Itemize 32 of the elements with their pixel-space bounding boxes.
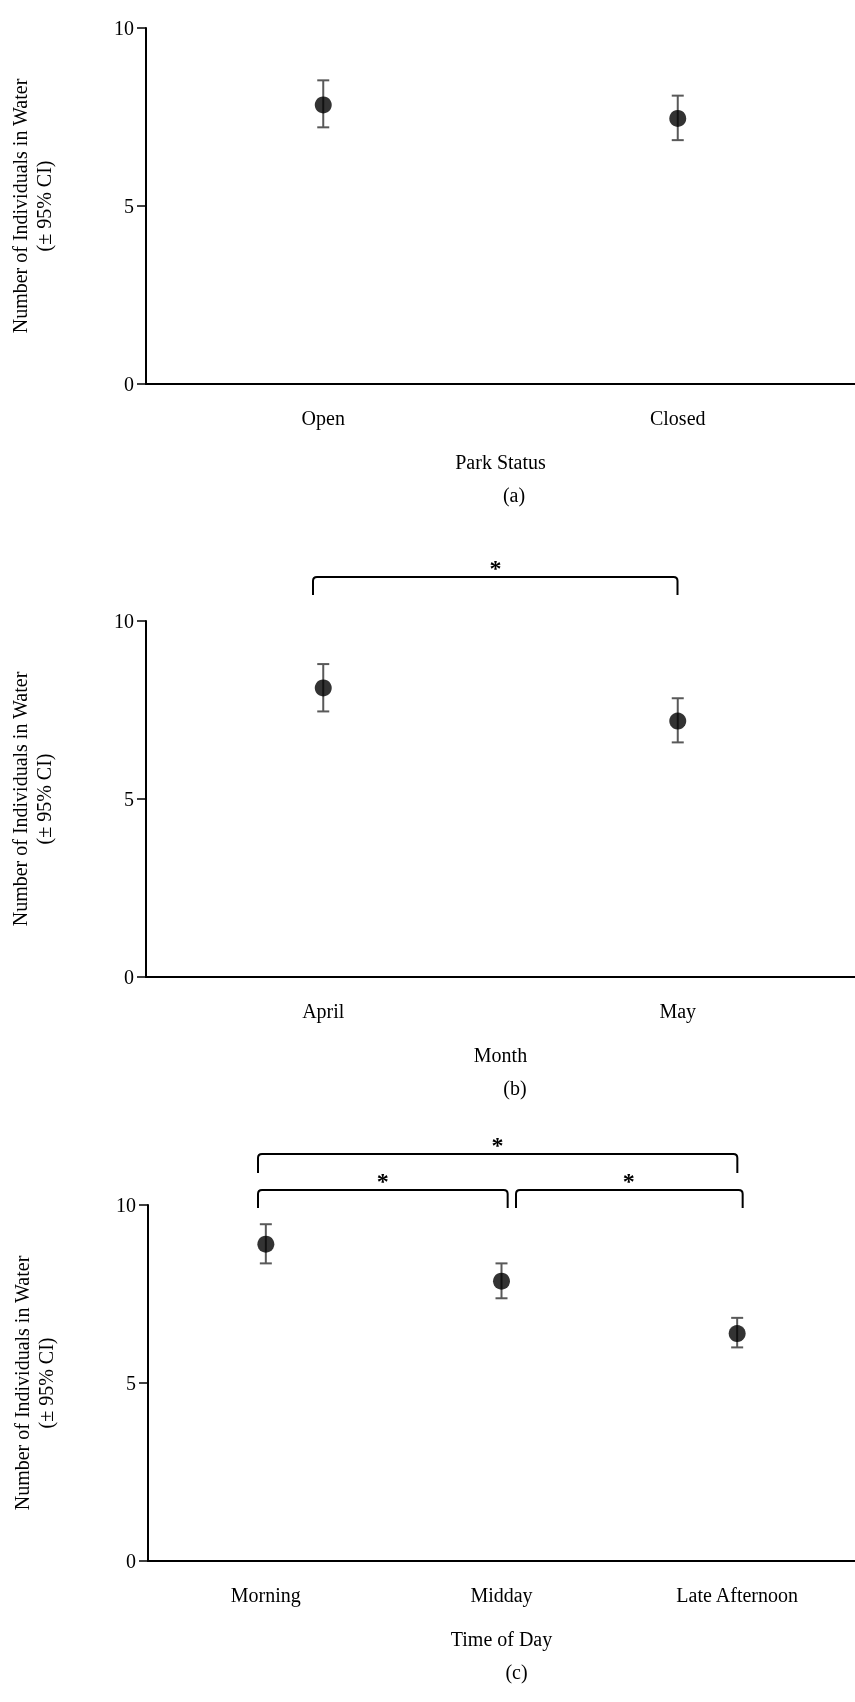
text: *: [491, 1132, 504, 1159]
x-tick-label: Morning: [230, 1584, 301, 1607]
x-tick-label: May: [659, 1000, 697, 1023]
text: (a): [502, 484, 526, 507]
y-tick-label: 10: [114, 17, 134, 39]
x-axis-title: Time of Day: [450, 1628, 553, 1651]
y-tick-label: 5: [124, 788, 134, 810]
y-tick-label: 0: [124, 373, 134, 395]
x-axis-title: Park Status: [455, 451, 546, 473]
y-tick-label: 5: [126, 1372, 136, 1394]
text: *: [376, 1168, 389, 1195]
text: (c): [505, 1661, 528, 1684]
y-tick-label: 0: [124, 966, 134, 988]
y-axis-title: Number of Individuals in Water (± 95% CI): [9, 671, 56, 927]
point: [493, 1272, 510, 1290]
text: (b): [503, 1077, 527, 1100]
x-tick-label: April: [302, 1000, 345, 1023]
point: [728, 1325, 746, 1343]
x-axis-title: Month: [473, 1044, 528, 1066]
y-axis-title: Number of Individuals in Water (± 95% CI): [11, 1255, 58, 1511]
point: [257, 1235, 275, 1253]
x-tick-label: Late Afternoon: [676, 1584, 798, 1606]
x-tick-label: Open: [301, 407, 345, 430]
text: *: [489, 555, 502, 582]
x-tick-label: Closed: [649, 407, 706, 429]
y-tick-label: 10: [116, 1194, 136, 1216]
y-tick-label: 0: [126, 1550, 136, 1572]
x-tick-label: Midday: [470, 1584, 533, 1607]
y-tick-label: 5: [124, 195, 134, 217]
y-tick-label: 10: [114, 610, 134, 632]
y-axis-title: Number of Individuals in Water (± 95% CI): [9, 78, 56, 334]
text: *: [622, 1168, 635, 1195]
